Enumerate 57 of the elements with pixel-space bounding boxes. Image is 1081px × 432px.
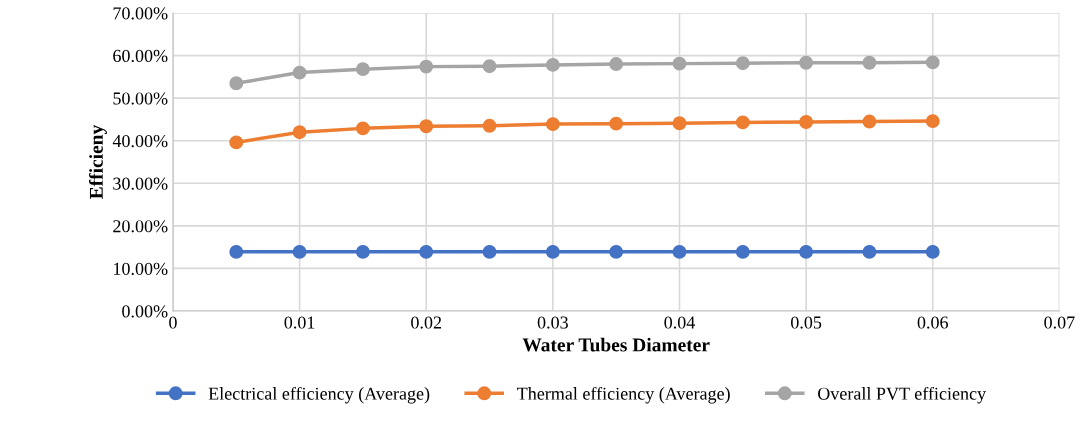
legend-label: Thermal efficiency (Average) xyxy=(517,386,730,404)
x-tick-label: 0.03 xyxy=(537,316,568,329)
point xyxy=(355,62,370,77)
point xyxy=(355,244,370,259)
point xyxy=(482,59,497,74)
point xyxy=(609,57,624,72)
y-tick-label: 40.00% xyxy=(112,134,168,148)
y-axis-title: Efficieny xyxy=(88,124,107,199)
legend-label: Overall PVT efficiency xyxy=(818,386,987,404)
legend-label: Electrical efficiency (Average) xyxy=(208,386,430,404)
y-tick-label: 30.00% xyxy=(113,177,168,190)
y-tick-label: 20.00% xyxy=(113,220,168,233)
point xyxy=(355,121,370,136)
y-tick-label: 10.00% xyxy=(114,262,168,275)
x-tick-label: 0.04 xyxy=(664,316,695,329)
y-tick-label: 70.00% xyxy=(113,7,168,20)
point xyxy=(925,114,940,129)
point xyxy=(672,56,687,71)
point xyxy=(419,119,434,134)
point xyxy=(925,244,940,259)
point xyxy=(229,76,244,91)
x-axis-title: Water Tubes Diameter xyxy=(522,337,710,352)
y-tick-label: 50.00% xyxy=(113,92,168,105)
point xyxy=(925,55,940,70)
point xyxy=(545,117,560,132)
point xyxy=(799,244,814,259)
x-tick-label: 0.02 xyxy=(411,316,442,329)
x-tick-label: 0 xyxy=(169,316,177,329)
y-tick-label: 60.00% xyxy=(113,49,168,63)
x-tick-label: 0.06 xyxy=(917,316,949,329)
x-tick-label: 0.01 xyxy=(284,316,315,329)
point xyxy=(672,116,687,131)
point xyxy=(609,116,624,131)
point xyxy=(419,244,434,259)
point xyxy=(799,55,814,70)
point xyxy=(419,59,434,74)
point xyxy=(229,135,244,150)
point xyxy=(799,115,814,129)
point xyxy=(862,244,877,259)
y-tick-label: 0.00% xyxy=(122,305,168,318)
x-tick-label: 0.05 xyxy=(791,316,822,329)
point xyxy=(672,244,687,259)
point xyxy=(292,125,307,140)
point xyxy=(545,57,560,72)
point xyxy=(862,55,877,70)
point xyxy=(735,56,750,71)
point xyxy=(482,244,497,259)
point xyxy=(292,244,307,259)
point xyxy=(609,244,624,259)
point xyxy=(482,118,497,133)
point xyxy=(735,115,750,130)
point xyxy=(229,244,244,259)
point xyxy=(545,244,560,259)
point xyxy=(862,114,877,129)
point xyxy=(735,244,750,259)
x-tick-label: 0.07 xyxy=(1044,316,1075,329)
point xyxy=(292,65,307,80)
